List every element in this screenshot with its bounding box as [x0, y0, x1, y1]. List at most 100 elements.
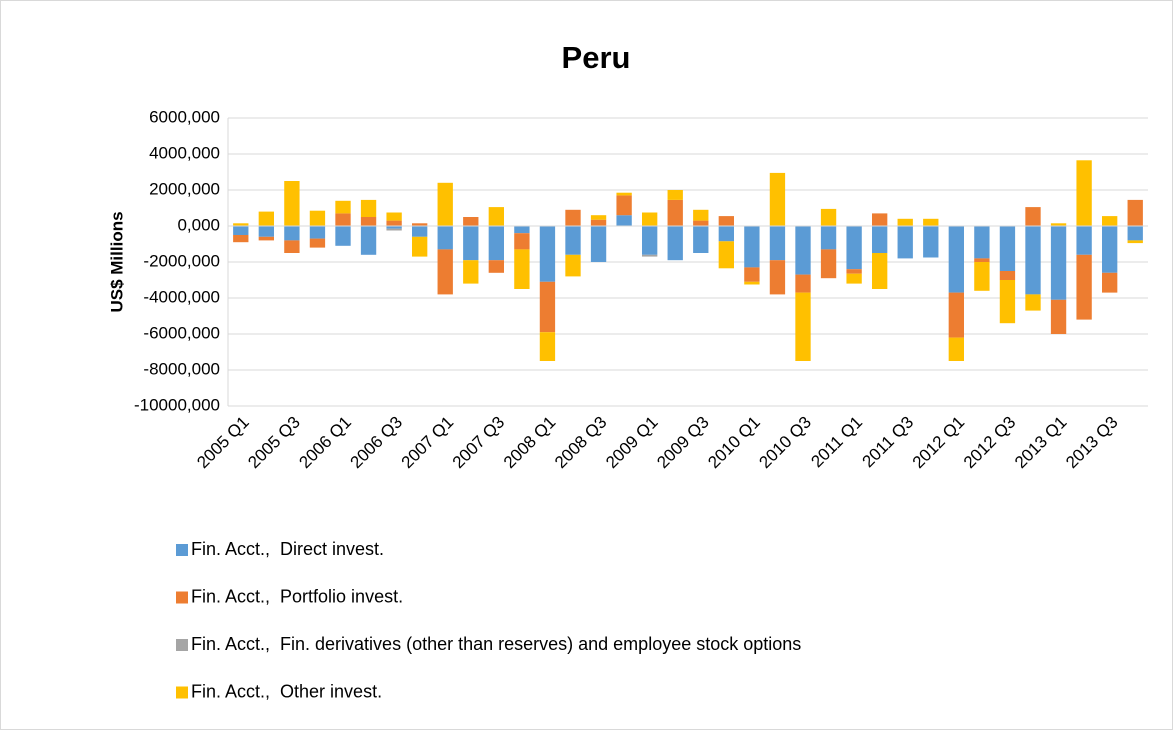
bar	[974, 226, 990, 259]
bar	[386, 212, 402, 221]
bar	[539, 332, 556, 361]
bar	[897, 226, 913, 259]
bar	[1025, 294, 1041, 311]
bar	[948, 337, 964, 361]
bar	[872, 213, 888, 226]
bar	[948, 292, 964, 338]
bar	[820, 249, 837, 279]
bar	[616, 195, 632, 216]
bar	[590, 226, 607, 262]
y-tick-label: -8000,000	[143, 359, 220, 378]
bar	[488, 260, 504, 273]
bar	[744, 281, 760, 285]
bar	[335, 200, 351, 214]
bar	[769, 226, 786, 261]
bar	[872, 226, 888, 253]
legend-swatch	[176, 686, 188, 699]
bar	[999, 226, 1016, 271]
bar	[795, 292, 811, 361]
bar	[309, 226, 326, 239]
bar	[488, 207, 504, 226]
legend-label: Fin. Acct., Fin. derivatives (other than…	[191, 634, 801, 654]
bar	[514, 249, 530, 289]
bar	[309, 210, 326, 226]
y-tick-label: -4000,000	[143, 287, 220, 306]
bar	[1102, 272, 1118, 293]
legend-label: Fin. Acct., Other invest.	[191, 681, 382, 701]
bar	[1076, 226, 1092, 255]
y-tick-label: -6000,000	[143, 323, 220, 342]
bar	[642, 212, 658, 226]
bar	[846, 273, 862, 284]
bar	[846, 226, 862, 270]
bar	[335, 226, 351, 246]
bar	[1102, 226, 1118, 273]
bar	[795, 226, 811, 275]
bar	[974, 262, 990, 291]
bar	[437, 182, 453, 226]
y-tick-label: 0,000	[177, 215, 220, 234]
bar	[1076, 254, 1092, 320]
bar	[335, 213, 351, 226]
bar	[667, 226, 683, 261]
bar	[386, 228, 402, 231]
bar	[360, 199, 377, 217]
bar	[923, 218, 939, 226]
bar	[437, 249, 453, 295]
bar	[616, 192, 632, 196]
bar	[565, 254, 581, 277]
y-tick-label: -2000,000	[143, 251, 220, 270]
bar	[974, 258, 990, 262]
bar	[539, 281, 556, 333]
bar	[258, 236, 274, 241]
y-tick-label: -10000,000	[134, 395, 220, 414]
legend-label: Fin. Acct., Direct invest.	[191, 539, 384, 559]
chart-title: Peru	[562, 40, 631, 75]
legend-swatch	[176, 591, 188, 604]
bar	[718, 241, 734, 269]
bar	[284, 226, 300, 241]
bar	[437, 226, 453, 250]
bar	[872, 253, 888, 289]
bar	[820, 208, 837, 226]
bar	[820, 226, 837, 250]
bar	[233, 223, 249, 226]
bar	[1050, 299, 1067, 334]
bar	[386, 226, 402, 229]
bar	[514, 226, 530, 234]
bar	[539, 226, 556, 282]
bar	[258, 226, 274, 237]
bar	[1025, 207, 1041, 226]
bar	[923, 226, 939, 258]
bar	[488, 226, 504, 261]
bar	[284, 240, 300, 253]
bar	[667, 199, 683, 226]
bar	[590, 215, 607, 220]
bar	[667, 190, 683, 200]
bar	[412, 226, 428, 237]
bar	[693, 209, 709, 221]
bar	[999, 280, 1016, 324]
y-tick-label: 4000,000	[149, 143, 220, 162]
bar	[744, 267, 760, 282]
bar	[258, 211, 274, 226]
bar	[565, 209, 581, 226]
bar	[233, 226, 249, 235]
bar	[309, 238, 326, 248]
bar	[1127, 226, 1143, 241]
bar	[769, 172, 786, 226]
bar	[233, 235, 249, 243]
bar	[360, 226, 377, 255]
bar	[616, 215, 632, 226]
bar	[463, 217, 479, 226]
bar	[769, 260, 786, 295]
bar	[1102, 216, 1118, 226]
bar	[1076, 160, 1092, 226]
bar	[565, 226, 581, 255]
y-tick-label: 6000,000	[149, 107, 220, 126]
bar	[795, 274, 811, 293]
bar	[948, 226, 964, 293]
bar	[386, 220, 402, 226]
